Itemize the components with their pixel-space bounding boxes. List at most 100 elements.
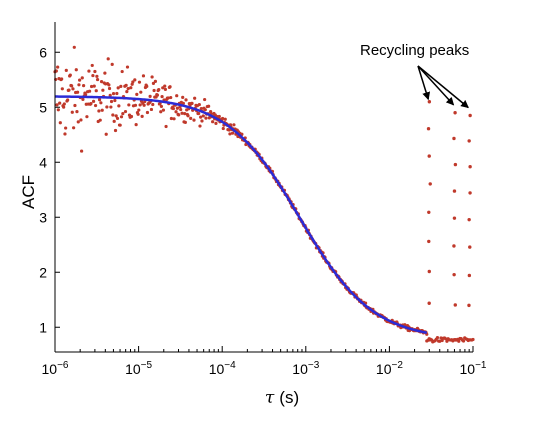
x-tick-label: 10−4 (209, 360, 236, 377)
data-point (164, 124, 168, 129)
recycling-peak-point (427, 154, 431, 158)
data-point (77, 83, 81, 87)
data-point (150, 75, 154, 79)
data-point (177, 113, 181, 117)
data-point (200, 119, 204, 123)
recycling-peak-point (428, 182, 432, 186)
data-point (181, 95, 185, 99)
data-point (119, 115, 124, 119)
data-point (197, 102, 201, 107)
data-point (199, 107, 203, 111)
data-point (83, 93, 88, 97)
data-point (73, 103, 77, 108)
y-tick-label: 2 (39, 264, 47, 280)
data-point (120, 69, 124, 74)
recycling-peak-point (453, 111, 457, 115)
data-point (75, 110, 79, 114)
data-point (228, 132, 232, 136)
data-points-layer (53, 45, 475, 344)
recycling-peak-point (468, 191, 472, 195)
recycling-peak-point (468, 113, 472, 118)
data-point (435, 336, 440, 340)
fit-curve (54, 95, 428, 334)
annotation-recycling-peaks: Recycling peaks (360, 42, 469, 59)
x-axis-symbol: τ (265, 388, 275, 408)
data-point (175, 94, 179, 98)
data-point (98, 118, 102, 122)
data-point (71, 87, 75, 91)
data-point (95, 77, 100, 82)
recycling-peak-point (427, 210, 431, 214)
data-point (107, 83, 111, 87)
recycling-peak-point (452, 136, 456, 141)
data-point (115, 91, 119, 96)
data-point (181, 101, 185, 105)
data-point (72, 126, 76, 130)
data-point (142, 103, 146, 107)
annotation-arrow (417, 65, 455, 106)
data-point (97, 109, 101, 113)
recycling-peak-point (467, 139, 471, 143)
recycling-peak-point (453, 162, 458, 167)
data-point (90, 63, 94, 68)
data-point (138, 103, 142, 107)
data-point (72, 45, 76, 49)
data-point (68, 73, 72, 77)
data-point (133, 103, 138, 107)
data-point (94, 89, 98, 93)
data-point (91, 73, 95, 78)
data-point (199, 115, 203, 119)
data-point (193, 96, 197, 100)
data-point (54, 69, 58, 73)
data-point (149, 107, 154, 112)
data-point (192, 118, 196, 122)
data-point (190, 101, 194, 106)
data-point (169, 95, 173, 100)
data-point (119, 84, 123, 88)
recycling-peak-point (468, 245, 472, 249)
data-point (111, 92, 116, 96)
data-point (217, 114, 221, 119)
data-point (58, 121, 62, 125)
recycling-peak-point (428, 338, 432, 342)
data-point (174, 110, 178, 114)
data-point (64, 126, 68, 130)
data-point (70, 110, 74, 114)
data-point (221, 116, 225, 121)
data-point (137, 108, 141, 112)
data-point (131, 80, 135, 84)
recycling-peak-point (466, 338, 471, 342)
data-point (58, 101, 62, 105)
y-tick-label: 4 (39, 154, 47, 170)
data-point (62, 102, 66, 106)
y-tick-label: 1 (39, 319, 47, 335)
data-point (97, 98, 102, 102)
data-point (155, 93, 160, 97)
data-point (89, 84, 94, 89)
data-point (79, 118, 83, 122)
data-point (189, 116, 193, 120)
data-point (121, 112, 125, 116)
data-point (207, 116, 211, 120)
data-point (134, 123, 138, 127)
recycling-peak-point (468, 164, 472, 169)
axes: 1 2 3 4 5 6 10−6 10−5 10−4 10−3 10−2 10−1 (39, 22, 487, 377)
data-point (114, 114, 118, 118)
data-point (101, 88, 105, 92)
data-point (203, 108, 207, 112)
data-point (163, 84, 167, 88)
data-point (70, 84, 74, 88)
data-point (183, 120, 187, 124)
data-point (78, 78, 82, 82)
data-point (112, 119, 116, 123)
data-point (123, 109, 128, 114)
data-point (221, 126, 225, 131)
data-point (63, 132, 67, 136)
data-point (124, 83, 128, 87)
data-point (201, 114, 205, 118)
data-point (99, 101, 103, 105)
data-point (145, 84, 149, 88)
data-point (232, 123, 236, 127)
data-point (85, 115, 89, 119)
data-point (159, 110, 163, 114)
